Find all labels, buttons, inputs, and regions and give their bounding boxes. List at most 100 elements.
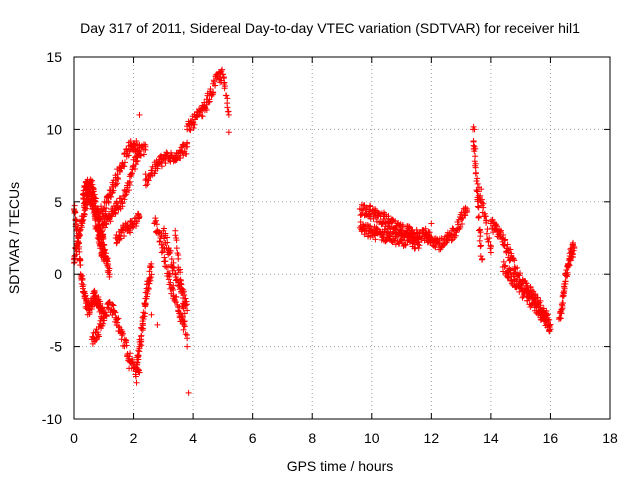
data-point: [109, 301, 116, 308]
data-point: [361, 231, 368, 238]
data-point: [514, 264, 521, 271]
data-point: [80, 217, 87, 224]
data-point: [225, 108, 232, 115]
data-point: [117, 235, 124, 242]
data-point: [518, 280, 525, 287]
data-point: [475, 214, 482, 221]
data-point: [210, 77, 217, 84]
data-point: [138, 333, 145, 340]
data-point: [135, 147, 142, 154]
data-point: [147, 274, 154, 281]
data-point: [571, 245, 578, 252]
data-point: [80, 281, 87, 288]
data-point: [478, 186, 485, 193]
data-point: [562, 278, 569, 285]
x-tick-label: 2: [130, 430, 138, 446]
data-point: [531, 298, 538, 305]
data-point: [547, 326, 554, 333]
data-point: [154, 321, 161, 328]
data-point: [125, 152, 132, 159]
data-point: [123, 342, 130, 349]
data-point: [72, 216, 79, 223]
series-track-o: [356, 219, 423, 252]
data-point: [510, 255, 517, 262]
data-point: [145, 177, 152, 184]
data-point: [360, 207, 367, 214]
data-point: [182, 331, 189, 338]
data-point: [181, 318, 188, 325]
data-point: [106, 271, 113, 278]
data-point: [106, 267, 113, 274]
data-point: [184, 143, 191, 150]
data-point: [72, 209, 79, 216]
data-point: [398, 237, 405, 244]
data-point: [115, 175, 122, 182]
data-point: [191, 121, 198, 128]
data-point: [126, 148, 133, 155]
data-point: [114, 202, 121, 209]
x-tick-label: 4: [189, 430, 197, 446]
data-point: [153, 221, 160, 228]
data-point: [372, 236, 379, 243]
data-point: [561, 283, 568, 290]
data-point: [569, 250, 576, 257]
data-point: [146, 274, 153, 281]
data-point: [207, 85, 214, 92]
data-point: [82, 293, 89, 300]
data-point: [409, 234, 416, 241]
data-point: [181, 310, 188, 317]
data-point: [487, 242, 494, 249]
data-point: [379, 220, 386, 227]
y-axis-label: SDTVAR / TECUs: [6, 182, 22, 294]
data-point: [95, 331, 102, 338]
data-point: [480, 200, 487, 207]
data-point: [225, 111, 232, 118]
data-point: [428, 220, 435, 227]
data-point: [501, 263, 508, 270]
data-point: [406, 223, 413, 230]
data-point: [126, 365, 133, 372]
data-point: [418, 237, 425, 243]
data-point: [154, 230, 161, 237]
data-point: [166, 272, 173, 279]
data-point: [500, 258, 507, 265]
data-point: [218, 68, 225, 75]
data-point: [196, 111, 203, 118]
data-point: [532, 291, 539, 298]
series-track-l: [142, 139, 191, 189]
data-point: [142, 143, 149, 150]
x-tick-label: 10: [364, 430, 380, 446]
data-point: [142, 182, 149, 189]
y-tick-label: 5: [54, 194, 62, 210]
data-point: [81, 210, 88, 217]
x-tick-label: 14: [483, 430, 499, 446]
data-point: [109, 311, 116, 318]
data-point: [448, 237, 455, 244]
x-tick-label: 0: [70, 430, 78, 446]
data-point: [477, 243, 484, 250]
data-point: [477, 253, 484, 260]
data-point: [134, 354, 141, 361]
data-point: [363, 204, 370, 211]
x-tick-label: 12: [424, 430, 440, 446]
data-point: [476, 226, 483, 233]
data-point: [176, 304, 183, 311]
data-point: [144, 181, 151, 188]
data-point: [94, 218, 101, 225]
data-point: [133, 223, 140, 230]
data-point: [564, 271, 571, 278]
data-point: [176, 310, 183, 317]
data-point: [502, 236, 509, 243]
data-point: [100, 235, 107, 242]
data-point: [111, 205, 118, 212]
data-point: [132, 373, 139, 380]
data-point: [441, 240, 448, 247]
data-point: [414, 235, 421, 242]
data-point: [459, 221, 466, 228]
data-point: [148, 311, 155, 318]
data-point: [89, 302, 96, 309]
data-point: [179, 290, 186, 297]
data-point: [219, 71, 226, 78]
data-point: [102, 246, 109, 253]
data-point: [136, 213, 143, 220]
